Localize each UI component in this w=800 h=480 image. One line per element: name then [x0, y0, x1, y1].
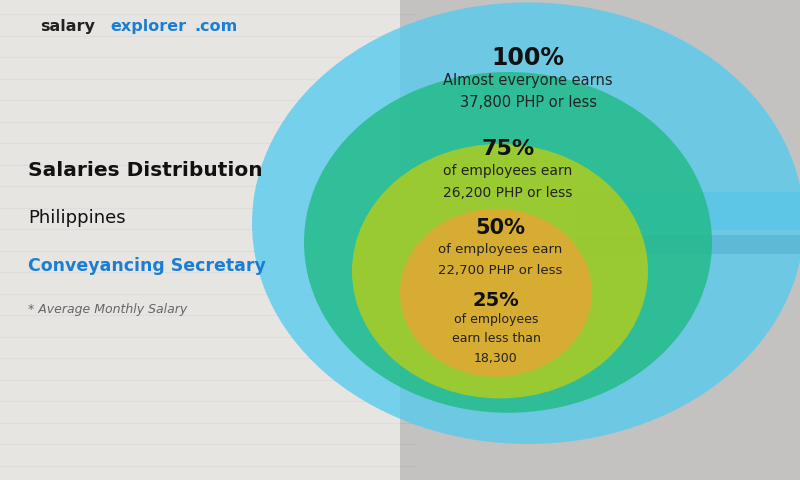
- Ellipse shape: [252, 2, 800, 444]
- Text: .com: .com: [194, 19, 238, 34]
- Text: 22,700 PHP or less: 22,700 PHP or less: [438, 264, 562, 277]
- Text: 25%: 25%: [473, 290, 519, 310]
- Text: of employees earn: of employees earn: [443, 164, 573, 178]
- Text: salary: salary: [40, 19, 95, 34]
- Text: 75%: 75%: [482, 139, 534, 159]
- Text: 18,300: 18,300: [474, 352, 518, 365]
- Text: 50%: 50%: [475, 218, 525, 238]
- Text: Salaries Distribution: Salaries Distribution: [28, 161, 262, 180]
- Ellipse shape: [352, 144, 648, 398]
- Ellipse shape: [400, 209, 592, 377]
- Bar: [576, 235, 800, 254]
- Bar: [576, 192, 800, 230]
- Bar: [400, 0, 800, 480]
- Ellipse shape: [304, 72, 712, 413]
- Text: Conveyancing Secretary: Conveyancing Secretary: [28, 257, 266, 276]
- Text: 100%: 100%: [491, 46, 565, 70]
- Text: of employees earn: of employees earn: [438, 243, 562, 256]
- Bar: [0, 0, 400, 480]
- Text: of employees: of employees: [454, 313, 538, 326]
- Text: * Average Monthly Salary: * Average Monthly Salary: [28, 303, 187, 316]
- Text: 37,800 PHP or less: 37,800 PHP or less: [459, 95, 597, 110]
- Text: explorer: explorer: [110, 19, 186, 34]
- Text: earn less than: earn less than: [451, 333, 541, 346]
- Text: Almost everyone earns: Almost everyone earns: [443, 72, 613, 87]
- Text: Philippines: Philippines: [28, 209, 126, 228]
- Text: 26,200 PHP or less: 26,200 PHP or less: [443, 186, 573, 200]
